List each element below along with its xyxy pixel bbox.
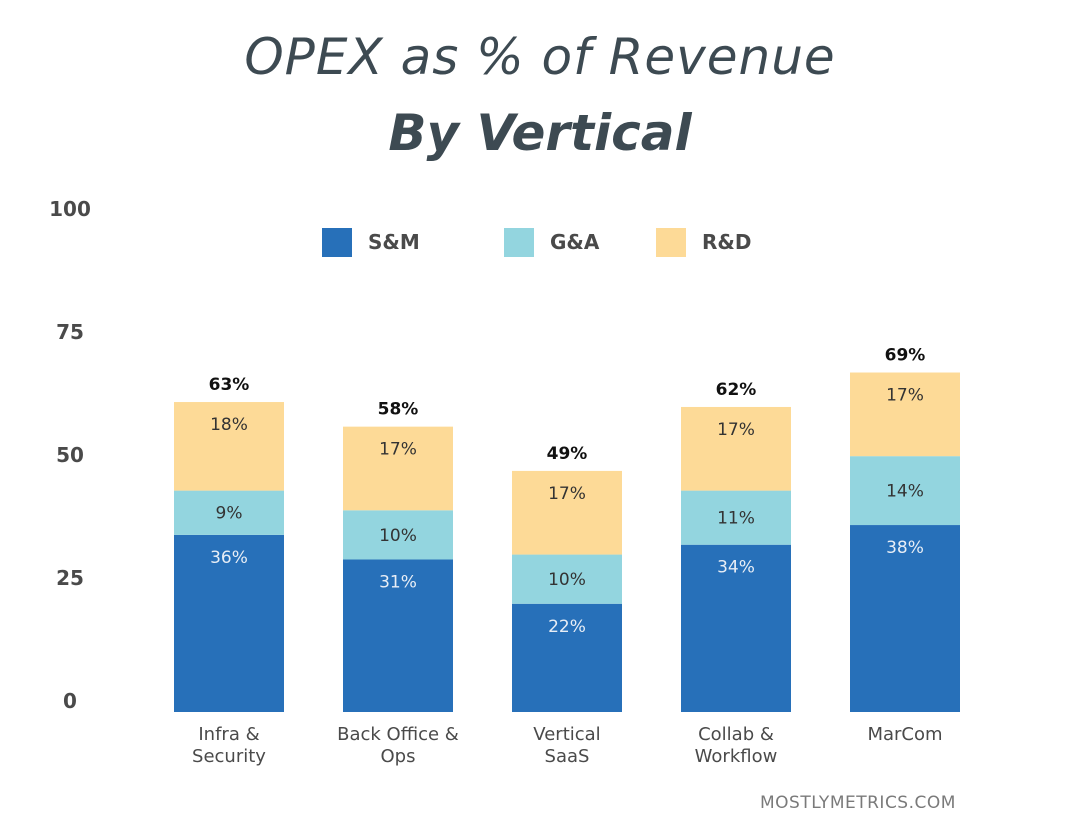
bar-segment [681, 406, 791, 491]
bar-segment [512, 554, 622, 604]
x-tick-label: MarCom [867, 724, 942, 745]
watermark: MOSTLYMETRICS.COM [760, 793, 956, 813]
total-label: 62% [716, 380, 757, 400]
data-label: 22% [548, 617, 586, 637]
data-label: 17% [379, 440, 417, 460]
bar-segment [512, 603, 622, 712]
data-label: 17% [886, 386, 924, 406]
total-label: 49% [547, 444, 588, 464]
data-label: 10% [548, 570, 586, 590]
bars: 36% 9% 18% 63% 31% 10% 17% 58% 22% 10% 17% 49% 34% 11… [174, 346, 960, 712]
x-tick-label: SaaS [545, 746, 590, 767]
x-tick-label: Collab & [698, 724, 774, 745]
data-label: 17% [548, 484, 586, 504]
x-tick-label: Vertical [533, 724, 600, 745]
bar-segment [343, 510, 453, 560]
bar-segment [681, 490, 791, 545]
total-label: 58% [378, 400, 419, 420]
data-label: 11% [717, 509, 755, 529]
legend-label: R&D [702, 230, 751, 254]
data-label: 31% [379, 572, 417, 592]
chart-subtitle: By Vertical [388, 104, 692, 162]
data-label: 17% [717, 420, 755, 440]
bar-segment [343, 559, 453, 712]
x-axis: Infra &Security Back Office &Ops VerticalS… [192, 724, 943, 767]
bar-segment [850, 456, 960, 526]
bar-segment [174, 490, 284, 535]
bar-segment [850, 525, 960, 712]
data-label: 34% [717, 558, 755, 578]
data-label: 14% [886, 482, 924, 502]
x-tick-label: Back Office & [337, 724, 459, 745]
total-label: 63% [209, 375, 250, 395]
data-label: 36% [210, 548, 248, 568]
bar-segment [681, 544, 791, 712]
x-tick-label: Security [192, 746, 266, 767]
bar-segment [512, 470, 622, 555]
x-tick-label: Workflow [695, 746, 778, 767]
legend-label: G&A [550, 230, 600, 254]
x-tick-label: Infra & [198, 724, 259, 745]
y-axis: 0 25 50 75 100 [49, 197, 91, 713]
legend-swatch [504, 228, 534, 257]
legend-swatch [656, 228, 686, 257]
x-tick-label: Ops [381, 746, 416, 767]
data-label: 38% [886, 538, 924, 558]
bar-segment [174, 534, 284, 712]
y-tick-label: 25 [56, 566, 84, 590]
legend-label: S&M [368, 230, 420, 254]
data-label: 10% [379, 526, 417, 546]
legend: S&M G&A R&D [322, 228, 751, 257]
bar-segment [850, 372, 960, 457]
bar-segment [343, 426, 453, 511]
legend-swatch [322, 228, 352, 257]
data-label: 18% [210, 415, 248, 435]
data-label: 9% [216, 504, 243, 524]
y-tick-label: 0 [63, 689, 77, 713]
chart-title: OPEX as % of Revenue [244, 28, 836, 86]
bar-segment [174, 402, 284, 491]
total-label: 69% [885, 346, 926, 366]
y-tick-label: 50 [56, 443, 84, 467]
y-tick-label: 100 [49, 197, 91, 221]
y-tick-label: 75 [56, 320, 84, 344]
